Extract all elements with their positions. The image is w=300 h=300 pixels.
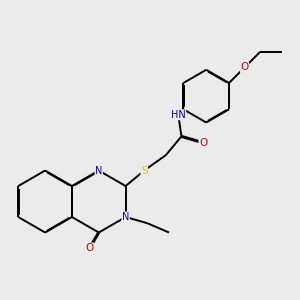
Text: N: N [122,212,129,222]
Text: S: S [141,166,148,176]
Text: O: O [199,138,207,148]
Text: HN: HN [171,110,186,120]
Text: O: O [240,62,249,73]
Text: O: O [85,243,94,253]
Text: N: N [95,166,103,176]
